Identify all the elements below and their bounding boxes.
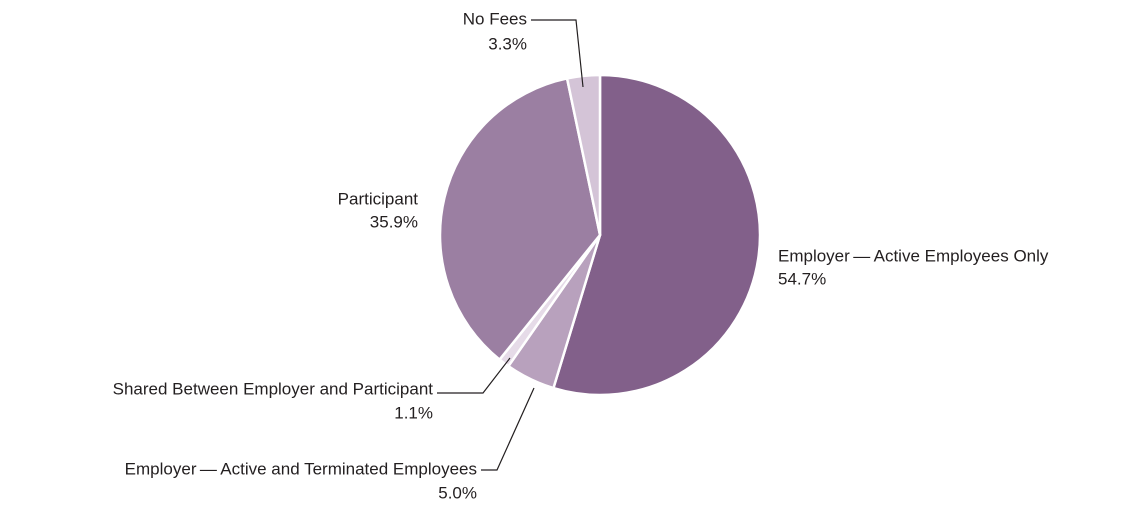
pie [438, 73, 762, 397]
pie-slice [565, 73, 602, 237]
slice-label: Participant [338, 189, 419, 208]
slice-label: Employer — Active Employees Only [778, 246, 1049, 265]
pie-slice [438, 77, 602, 361]
slice-label: Employer — Active and Terminated Employe… [125, 459, 477, 478]
leader-line [437, 357, 511, 394]
pie-slice [552, 73, 762, 397]
slice-value-label: 1.1% [394, 403, 433, 422]
slice-value-label: 54.7% [778, 269, 826, 288]
slice-value-label: 35.9% [370, 212, 418, 231]
slice-value-label: 5.0% [438, 483, 477, 502]
slice-label: No Fees [463, 9, 527, 28]
leader-line [481, 387, 535, 471]
slice-label: Shared Between Employer and Participant [113, 379, 434, 398]
leader-line [531, 19, 584, 88]
slice-value-label: 3.3% [488, 34, 527, 53]
